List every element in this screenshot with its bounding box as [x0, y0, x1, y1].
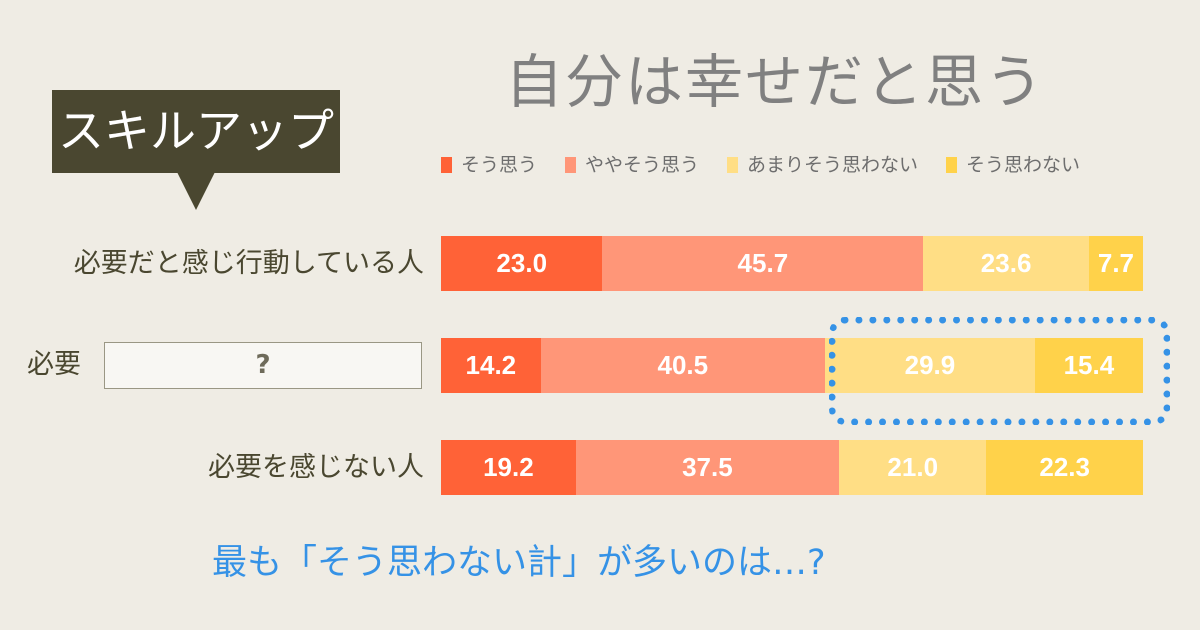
bar-segment: 45.7	[602, 236, 924, 291]
legend: そう思う ややそう思う あまりそう思わない そう思わない	[441, 152, 1080, 178]
bar-segment: 23.0	[441, 236, 603, 291]
highlight-dotted-box	[829, 317, 1170, 425]
stacked-bar: 14.2 40.5 29.9 15.4	[441, 338, 1143, 393]
legend-label: そう思う	[461, 154, 538, 176]
legend-label: そう思わない	[966, 154, 1081, 176]
blank-box: ?	[104, 342, 422, 389]
bar-segment: 23.6	[923, 236, 1089, 291]
legend-swatch-icon	[727, 157, 739, 173]
bar-segment: 21.0	[839, 440, 987, 495]
legend-label: あまりそう思わない	[747, 154, 919, 176]
bar-segment: 14.2	[441, 338, 541, 393]
bar-segment: 15.4	[1034, 338, 1143, 393]
question-text: 最も「そう思わない計」が多いのは…?	[212, 543, 826, 583]
row-label: 必要を感じない人	[208, 452, 424, 483]
bar-segment: 7.7	[1088, 236, 1143, 291]
legend-item: そう思う	[441, 152, 537, 178]
callout-tail	[177, 172, 215, 210]
callout-bubble: スキルアップ	[52, 90, 340, 173]
legend-item: そう思わない	[946, 152, 1080, 178]
bar-segment: 22.3	[986, 440, 1143, 495]
bar-segment: 40.5	[540, 338, 825, 393]
chart-title: 自分は幸せだと思う	[505, 48, 1046, 116]
legend-item: ややそう思う	[565, 152, 699, 178]
bar-segment: 37.5	[575, 440, 840, 495]
row-label: 必要だと感じ行動している人	[73, 248, 424, 279]
legend-item: あまりそう思わない	[727, 152, 918, 178]
legend-label: ややそう思う	[585, 154, 700, 176]
stacked-bar: 19.2 37.5 21.0 22.3	[441, 440, 1143, 495]
row-label: 必要	[27, 349, 81, 380]
bar-segment: 29.9	[824, 338, 1035, 393]
stacked-bar: 23.0 45.7 23.6 7.7	[441, 236, 1143, 291]
legend-swatch-icon	[946, 157, 958, 173]
legend-swatch-icon	[565, 157, 577, 173]
bar-segment: 19.2	[441, 440, 576, 495]
legend-swatch-icon	[441, 157, 452, 173]
